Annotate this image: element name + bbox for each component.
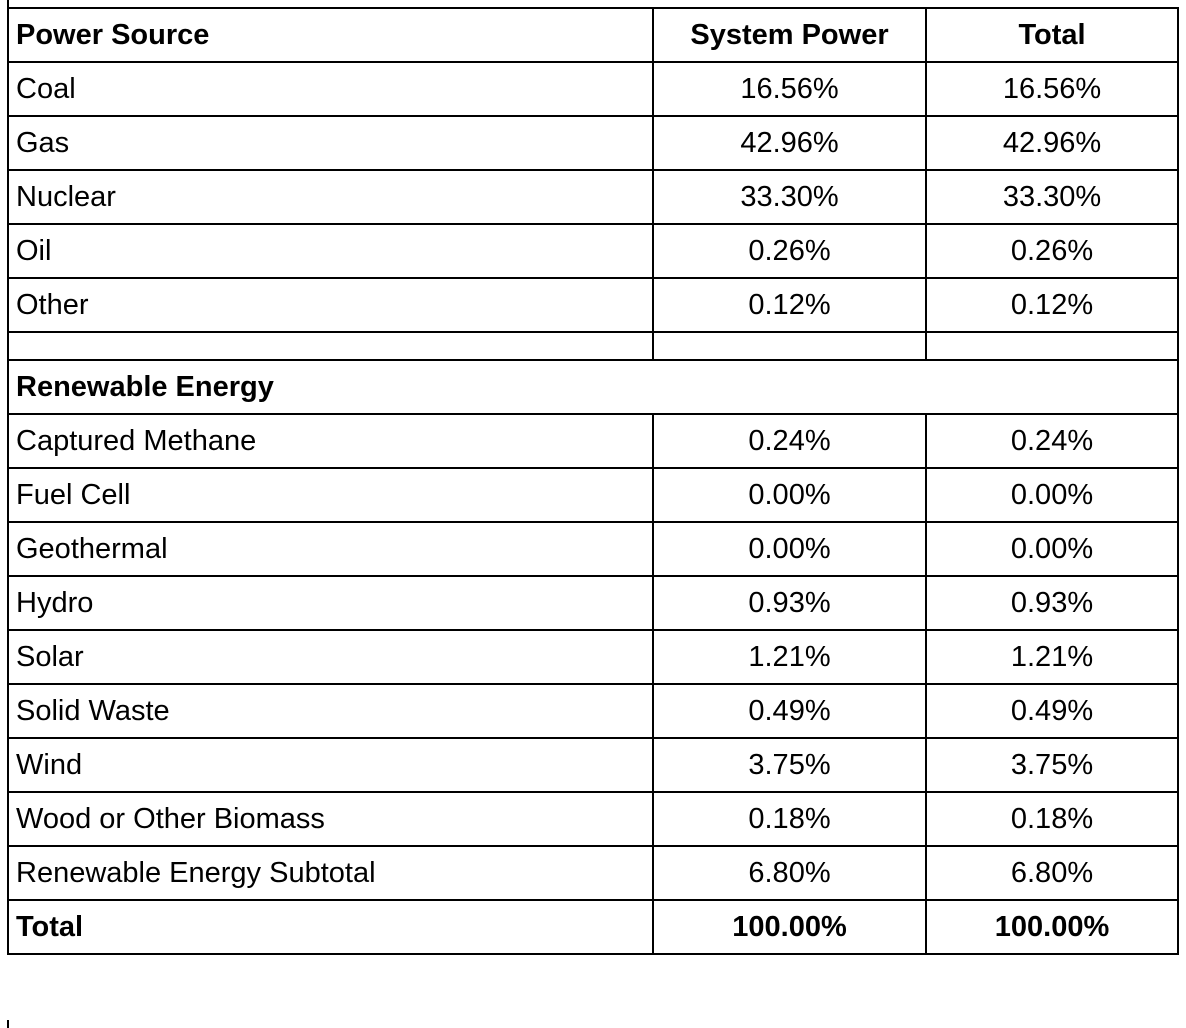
source-cell: Wood or Other Biomass	[7, 791, 654, 847]
system-power-cell: 1.21%	[652, 629, 927, 685]
table-row: Gas 42.96% 42.96%	[7, 115, 1179, 171]
system-power-cell: 33.30%	[652, 169, 927, 225]
subtotal-row: Renewable Energy Subtotal 6.80% 6.80%	[7, 845, 1179, 901]
system-power-cell: 0.00%	[652, 467, 927, 523]
system-power-cell: 0.18%	[652, 791, 927, 847]
total-cell: 0.26%	[925, 223, 1179, 279]
header-row: Power Source System Power Total	[7, 7, 1179, 63]
source-cell: Fuel Cell	[7, 467, 654, 523]
table-row: Solid Waste 0.49% 0.49%	[7, 683, 1179, 739]
header-system-power: System Power	[652, 7, 927, 63]
system-power-cell: 0.12%	[652, 277, 927, 333]
system-power-cell: 6.80%	[652, 845, 927, 901]
table-row: Solar 1.21% 1.21%	[7, 629, 1179, 685]
system-power-cell: 0.24%	[652, 413, 927, 469]
table-row: Wind 3.75% 3.75%	[7, 737, 1179, 793]
section-header-row: Renewable Energy	[7, 359, 1179, 415]
renewable-section-label: Renewable Energy	[7, 359, 1179, 415]
system-power-cell: 42.96%	[652, 115, 927, 171]
total-cell: 0.24%	[925, 413, 1179, 469]
total-cell: 0.93%	[925, 575, 1179, 631]
table-row: Other 0.12% 0.12%	[7, 277, 1179, 333]
source-cell: Captured Methane	[7, 413, 654, 469]
total-cell: 0.18%	[925, 791, 1179, 847]
table-row: Oil 0.26% 0.26%	[7, 223, 1179, 279]
total-cell: 42.96%	[925, 115, 1179, 171]
spacer-row	[7, 331, 1179, 361]
top-border-stub	[7, 0, 9, 8]
source-cell: Gas	[7, 115, 654, 171]
source-cell: Oil	[7, 223, 654, 279]
total-total-cell: 100.00%	[925, 899, 1179, 955]
table-row: Captured Methane 0.24% 0.24%	[7, 413, 1179, 469]
system-power-cell: 3.75%	[652, 737, 927, 793]
total-cell: 1.21%	[925, 629, 1179, 685]
total-system-power-cell: 100.00%	[652, 899, 927, 955]
source-cell: Other	[7, 277, 654, 333]
source-cell: Renewable Energy Subtotal	[7, 845, 654, 901]
total-cell: 3.75%	[925, 737, 1179, 793]
total-cell: 0.12%	[925, 277, 1179, 333]
power-source-table: Power Source System Power Total Coal 16.…	[7, 7, 1179, 955]
total-cell: 16.56%	[925, 61, 1179, 117]
system-power-cell: 0.00%	[652, 521, 927, 577]
table-row: Hydro 0.93% 0.93%	[7, 575, 1179, 631]
table-row: Wood or Other Biomass 0.18% 0.18%	[7, 791, 1179, 847]
total-label-cell: Total	[7, 899, 654, 955]
total-cell: 6.80%	[925, 845, 1179, 901]
bottom-border-stub	[7, 1020, 9, 1028]
source-cell: Solar	[7, 629, 654, 685]
empty-cell	[7, 331, 654, 361]
table-row: Coal 16.56% 16.56%	[7, 61, 1179, 117]
header-total: Total	[925, 7, 1179, 63]
table-row: Fuel Cell 0.00% 0.00%	[7, 467, 1179, 523]
total-cell: 0.49%	[925, 683, 1179, 739]
empty-cell	[652, 331, 927, 361]
system-power-cell: 0.26%	[652, 223, 927, 279]
source-cell: Nuclear	[7, 169, 654, 225]
total-cell: 33.30%	[925, 169, 1179, 225]
source-cell: Geothermal	[7, 521, 654, 577]
table-row: Geothermal 0.00% 0.00%	[7, 521, 1179, 577]
total-cell: 0.00%	[925, 467, 1179, 523]
source-cell: Coal	[7, 61, 654, 117]
total-row: Total 100.00% 100.00%	[7, 899, 1179, 955]
source-cell: Wind	[7, 737, 654, 793]
empty-cell	[925, 331, 1179, 361]
header-power-source: Power Source	[7, 7, 654, 63]
source-cell: Solid Waste	[7, 683, 654, 739]
total-cell: 0.00%	[925, 521, 1179, 577]
system-power-cell: 16.56%	[652, 61, 927, 117]
system-power-cell: 0.93%	[652, 575, 927, 631]
system-power-cell: 0.49%	[652, 683, 927, 739]
source-cell: Hydro	[7, 575, 654, 631]
table-row: Nuclear 33.30% 33.30%	[7, 169, 1179, 225]
